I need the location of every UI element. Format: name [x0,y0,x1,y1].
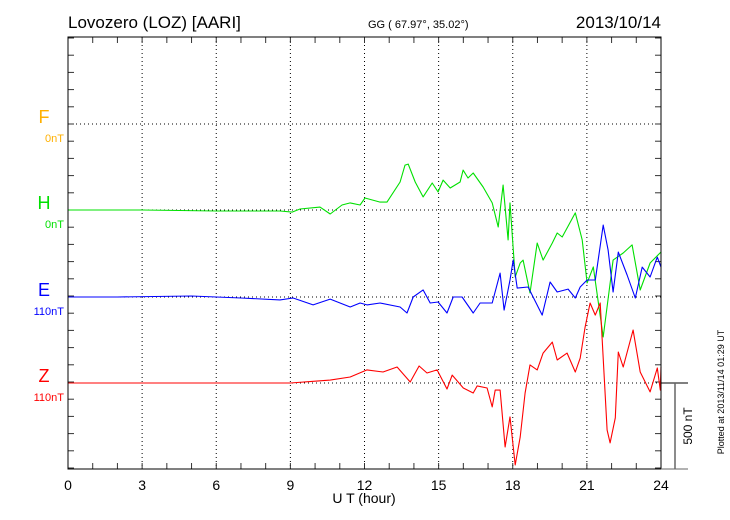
x-tick-label: 15 [431,477,447,493]
grid [68,37,661,469]
scale-bar: 500 nT [661,382,695,470]
x-tick-label: 9 [286,477,294,493]
x-tick-label: 12 [357,477,373,493]
x-tick-label: 21 [579,477,595,493]
x-tick-labels: 0 3 6 9 12 15 18 21 24 [64,477,669,493]
chart-date: 2013/10/14 [576,13,661,32]
x-tick-label: 24 [653,477,669,493]
scale-bar-label: 500 nT [681,407,695,445]
station-coordinates: GG ( 67.97°, 35.02°) [368,19,469,31]
chart-title: Lovozero (LOZ) [AARI] [68,13,241,32]
x-tick-label: 0 [64,477,72,493]
plotted-at-note: Plotted at 2013/11/14 01:29 UT [716,329,726,454]
component-label-h: H [38,193,51,213]
series-lines [68,163,662,466]
offset-label-z: 110nT [34,392,65,404]
x-tick-label: 18 [505,477,521,493]
plot-frame [67,36,662,470]
offset-label-h: 0nT [45,219,64,231]
component-label-e: E [38,280,50,300]
component-label-z: Z [39,366,50,386]
x-tick-label: 3 [138,477,146,493]
series-line-h [68,163,662,338]
axis-ticks [67,37,662,469]
component-label-f: F [39,107,50,127]
component-labels: F 0nT H 0nT E 110nT Z 110nT [34,107,65,404]
offset-label-f: 0nT [45,133,64,145]
x-tick-label: 6 [212,477,220,493]
series-line-z [68,302,662,466]
x-axis-label: U T (hour) [332,490,395,506]
offset-label-e: 110nT [34,306,65,318]
series-line-e [68,224,662,316]
